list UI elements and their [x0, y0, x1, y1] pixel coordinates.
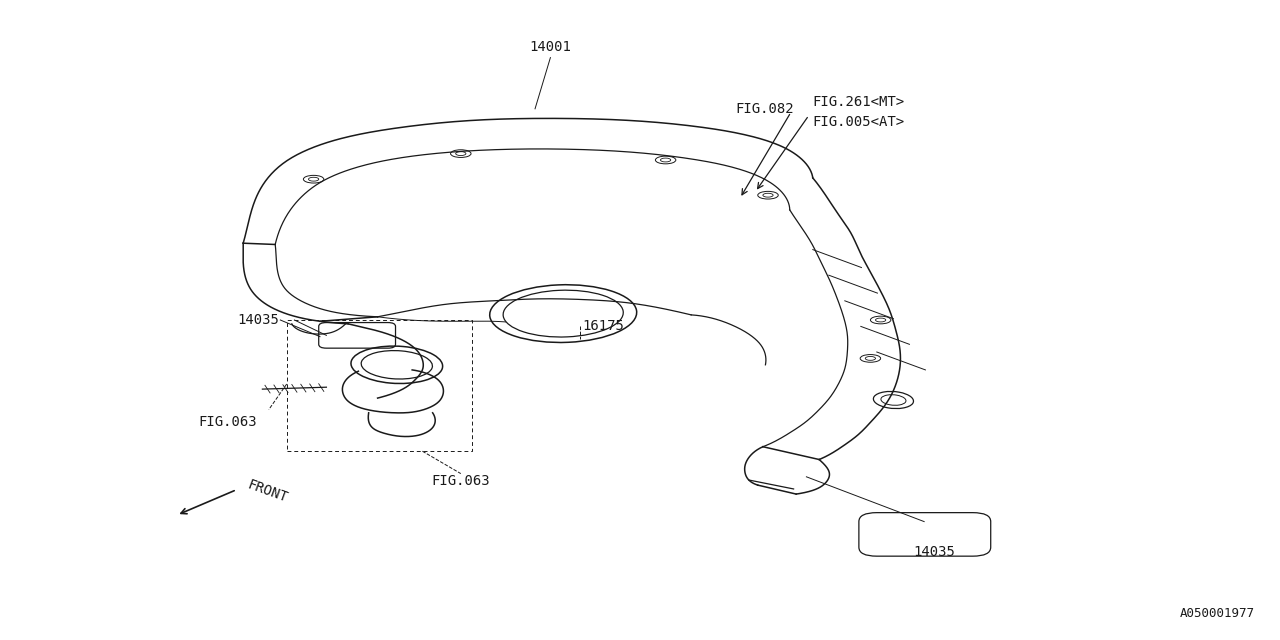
Text: 14035: 14035 [914, 545, 955, 559]
Text: FRONT: FRONT [246, 478, 289, 505]
Text: FIG.063: FIG.063 [198, 415, 257, 429]
Text: A050001977: A050001977 [1179, 607, 1254, 620]
Bar [287, 320, 472, 451]
Text: FIG.082: FIG.082 [735, 102, 794, 116]
Text: 16175: 16175 [582, 319, 625, 333]
Text: 14035: 14035 [237, 313, 279, 327]
Text: 14001: 14001 [530, 40, 571, 54]
Text: FIG.261<MT>: FIG.261<MT> [813, 95, 905, 109]
Text: FIG.005<AT>: FIG.005<AT> [813, 115, 905, 129]
Text: FIG.063: FIG.063 [431, 474, 490, 488]
